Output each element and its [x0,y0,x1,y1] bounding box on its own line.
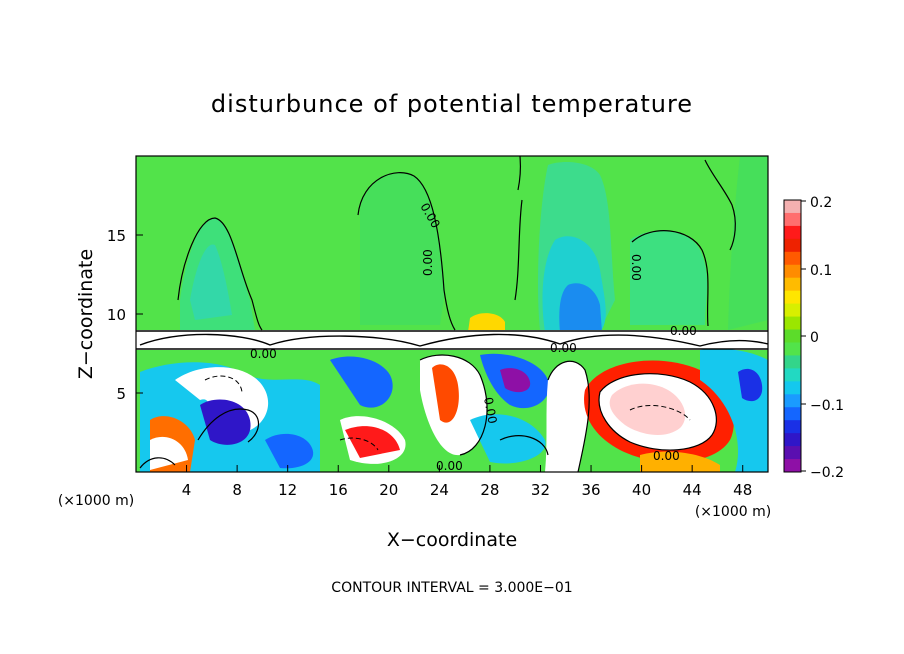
colorbar-cell [784,251,801,266]
plot-field [136,156,768,472]
colorbar-cell [784,355,801,369]
upper-plume-1-core [190,244,232,320]
contour-label: 0.00 [670,324,697,338]
colorbar-tick-label: 0.1 [810,263,832,279]
contour-label: 0.00 [481,396,499,425]
colorbar-cell [784,212,801,227]
x-tick-label: 8 [232,481,242,499]
contour-dashed-1 [204,375,243,393]
contour-lower-ring [598,373,717,451]
x-tick-label: 4 [182,481,192,499]
x-unit-right: (×1000 m) [695,504,771,520]
contour-dashed-3 [339,437,379,451]
colorbar-cell [784,225,801,240]
contour-upper-6 [704,159,736,251]
y-axis: 5 10 15 Z−coordinate [75,227,143,403]
x-axis-title: X−coordinate [387,529,517,551]
colorbar-tick-label: −0.2 [810,465,844,481]
colorbar-cell [784,303,801,318]
colorbar-cell [784,277,801,292]
colorbar-cell [784,381,801,395]
lower-purple-1 [200,399,251,445]
colorbar-cell [784,316,801,331]
y-tick-label: 5 [116,385,126,403]
contour-upper-4 [514,199,523,301]
contour-label-layer: 0.00 0.00 0.00 0.00 0.00 0.00 0.00 0.00 … [250,201,697,474]
lower-blue-4 [265,433,314,469]
contour-upper-1 [177,217,263,331]
x-tick-label: 16 [329,481,348,499]
colorbar-cell [784,264,801,279]
colorbar-cell [784,329,801,343]
x-axis: 4 8 12 16 20 24 28 32 36 40 44 48 [182,465,752,499]
lower-white-2 [150,436,188,470]
colorbar-tick-label: −0.1 [810,398,844,414]
y-tick-label: 15 [107,227,126,245]
lower-blue-3 [738,368,763,402]
contour-label: 0.00 [436,459,463,473]
x-tick-label: 44 [683,481,702,499]
contour-label: 0.00 [250,347,277,361]
colorbar-cell [784,290,801,305]
colorbar-cell [784,200,801,214]
upper-edge-patch [728,156,768,330]
x-tick-label: 32 [531,481,550,499]
lower-yellow-strip [640,451,720,472]
contour-dashed-2 [629,404,691,421]
colorbar-cell [784,342,801,356]
colorbar-cell [784,407,801,421]
contour-lower-4 [139,457,176,469]
band-boundaries [136,330,768,350]
colorbar-cell [784,394,801,408]
lower-orange-2 [432,364,459,423]
contour-label: 0.00 [629,254,643,281]
upper-plume-3-blue [559,283,602,332]
x-tick-label: 28 [480,481,499,499]
upper-plume-2 [360,172,445,325]
x-tick-label: 20 [379,481,398,499]
colorbar-cell [784,238,801,253]
chart-title: disturbunce of potential temperature [211,90,693,118]
contour-lower-5 [499,435,549,456]
contour-lower-2 [547,360,590,472]
upper-plume-4 [630,230,708,325]
contour-dashed [204,375,691,451]
lower-purple-2 [500,368,531,393]
contour-interval-footer: CONTOUR INTERVAL = 3.000E−01 [331,580,572,596]
y-tick-label: 10 [107,306,126,324]
x-tick-label: 40 [632,481,651,499]
contour-label: 0.00 [421,249,435,276]
colorbar-cell [784,459,801,473]
x-tick-label: 24 [430,481,449,499]
lower-pink-core [609,383,686,436]
upper-yellow-patch [468,313,505,332]
lower-red-1 [345,426,400,458]
contour-lines [139,156,736,472]
contour-upper-5 [631,230,709,327]
colorbar-tick-label: 0 [810,330,819,346]
x-unit-left: (×1000 m) [58,493,134,509]
contour-upper-3 [517,156,522,191]
contour-lower-3 [419,354,488,456]
lower-blue-1 [330,356,393,408]
colorbar-cells [784,200,801,473]
x-tick-label: 12 [278,481,297,499]
y-axis-title: Z−coordinate [75,249,97,379]
colorbar-cell [784,368,801,382]
colorbar: 0.2 0.1 0 −0.1 −0.2 [783,195,844,481]
contour-lower-1 [197,408,260,443]
colorbar-cell [784,446,801,460]
lower-cyan-2 [470,414,546,464]
contour-label: 0.00 [550,341,577,355]
x-tick-label: 48 [733,481,752,499]
band-wave-line [139,333,768,347]
colorbar-cell [784,433,801,447]
colorbar-tick-label: 0.2 [810,195,832,211]
x-tick-label: 36 [581,481,600,499]
colorbar-cell [784,420,801,434]
lower-white-5 [545,361,590,472]
contour-upper-2 [357,172,456,331]
contour-label: 0.00 [653,449,680,463]
